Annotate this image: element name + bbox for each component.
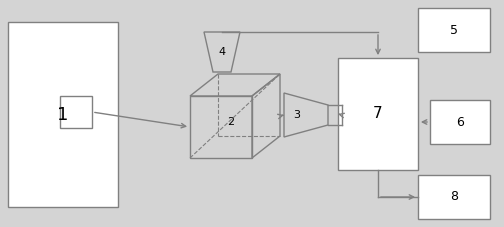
Text: 3: 3 xyxy=(293,110,300,120)
Bar xyxy=(418,175,490,219)
Bar xyxy=(418,8,490,52)
Text: 4: 4 xyxy=(218,47,226,57)
Text: 5: 5 xyxy=(450,24,458,37)
Text: 1: 1 xyxy=(57,106,69,123)
Bar xyxy=(60,96,92,128)
Text: 8: 8 xyxy=(450,190,458,203)
Bar xyxy=(430,100,490,144)
Bar xyxy=(338,58,418,170)
Text: 7: 7 xyxy=(373,106,383,121)
Text: 6: 6 xyxy=(456,116,464,128)
Text: 2: 2 xyxy=(227,117,234,127)
Bar xyxy=(8,22,118,207)
